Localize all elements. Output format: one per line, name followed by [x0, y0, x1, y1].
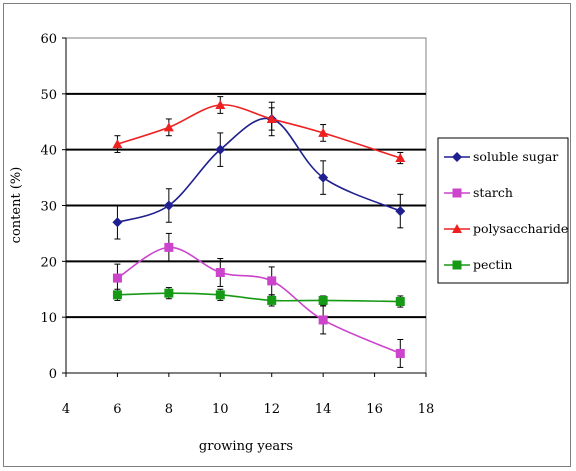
series-pectin: [112, 287, 405, 308]
legend-label: polysaccharide: [473, 221, 568, 236]
legend-items: soluble sugar starch polysaccharide pectin: [444, 149, 568, 272]
legend: soluble sugar starch polysaccharide pectin: [437, 137, 569, 284]
x-tick-labels: 4 6 8 10 12 14 16 18: [62, 402, 434, 417]
data-point: [112, 139, 123, 149]
data-point: [318, 315, 328, 325]
series-soluble-sugar: [112, 101, 406, 240]
legend-swatch-marker: [452, 224, 462, 233]
data-point: [318, 172, 329, 183]
y-tick-label: 30: [40, 200, 57, 215]
y-tick-label: 60: [40, 32, 57, 47]
data-point: [395, 348, 405, 358]
data-point: [215, 144, 226, 155]
x-tick-label: 12: [263, 402, 280, 417]
data-point: [267, 295, 277, 305]
data-point: [112, 273, 122, 283]
data-point: [318, 295, 328, 305]
legend-box: [437, 137, 569, 284]
series-starch: [112, 232, 405, 368]
legend-label: soluble sugar: [473, 149, 558, 164]
x-tick-label: 18: [418, 402, 435, 417]
x-tick-label: 4: [62, 402, 70, 417]
y-tick-label: 10: [40, 311, 57, 326]
legend-swatch-marker: [452, 260, 462, 270]
data-point: [112, 217, 123, 228]
x-tick-label: 16: [366, 402, 383, 417]
axes: [62, 37, 427, 377]
legend-item-polysaccharide: polysaccharide: [444, 221, 568, 236]
legend-label: pectin: [473, 257, 512, 272]
y-tick-labels: 0 10 20 30 40 50 60: [40, 32, 57, 382]
series-layer: [112, 96, 406, 368]
grid-lines: [66, 92, 426, 319]
x-tick-label: 10: [212, 402, 229, 417]
y-tick-label: 40: [40, 144, 57, 159]
data-point: [318, 127, 329, 137]
x-axis-title: growing years: [199, 439, 293, 454]
legend-swatch-marker: [452, 188, 462, 198]
legend-item-pectin: pectin: [444, 257, 512, 272]
data-point: [164, 288, 174, 298]
data-point: [395, 297, 405, 307]
y-tick-label: 50: [40, 88, 57, 103]
y-tick-label: 0: [49, 367, 57, 382]
data-point: [267, 276, 277, 286]
legend-item-soluble-sugar: soluble sugar: [444, 149, 558, 164]
x-tick-label: 6: [113, 402, 121, 417]
y-tick-label: 20: [40, 255, 57, 270]
data-point: [395, 153, 406, 163]
x-tick-label: 8: [165, 402, 173, 417]
legend-swatch-marker: [452, 152, 462, 162]
data-point: [395, 206, 406, 217]
data-point: [215, 268, 225, 277]
legend-item-starch: starch: [444, 185, 513, 200]
y-axis-title: content (%): [9, 167, 24, 244]
data-point: [112, 290, 122, 300]
x-tick-label: 14: [315, 402, 332, 417]
legend-label: starch: [473, 185, 513, 200]
data-point: [164, 242, 174, 252]
data-point: [215, 290, 225, 300]
data-point: [215, 100, 226, 109]
series-polysaccharide: [112, 96, 406, 165]
data-point: [266, 113, 277, 123]
data-point: [163, 122, 174, 132]
data-point: [163, 200, 174, 211]
